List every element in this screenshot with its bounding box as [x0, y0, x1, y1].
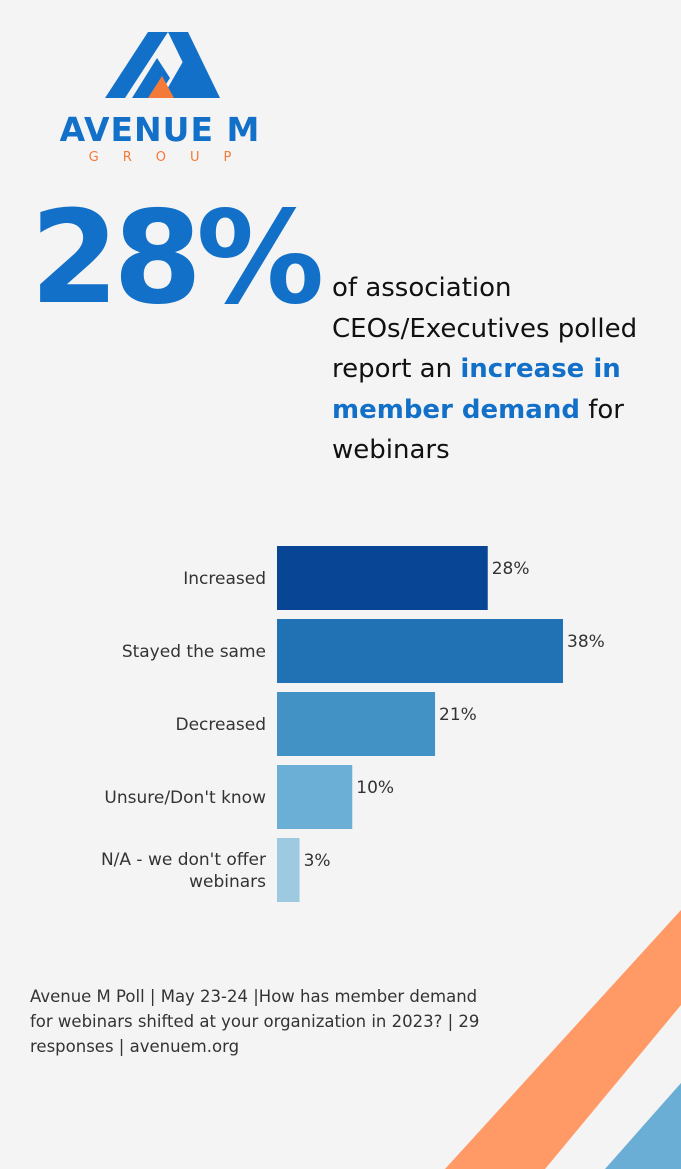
- headline-stat: 28%: [30, 184, 324, 333]
- data-label: 21%: [439, 705, 477, 725]
- category-label: Unsure/Don't know: [104, 788, 266, 808]
- source-footnote: Avenue M Poll | May 23-24 |How has membe…: [30, 987, 480, 1056]
- bar-1: [277, 619, 563, 683]
- category-label: N/A - we don't offer webinars: [101, 850, 266, 892]
- data-label: 28%: [492, 559, 530, 579]
- headline-text-after: for webinars: [332, 394, 624, 466]
- logo-name: AVENUE M: [59, 110, 261, 149]
- data-label: 38%: [567, 632, 605, 652]
- headline-text: of association CEOs/Executives polled re…: [332, 268, 667, 471]
- orange-stripe: [445, 910, 681, 1169]
- bar-0: [277, 546, 488, 610]
- data-label: 10%: [356, 778, 394, 798]
- bar-4: [277, 838, 300, 902]
- avenue-m-logo: AVENUE M GROUP: [50, 28, 270, 168]
- data-label: 3%: [304, 851, 331, 871]
- category-label: Decreased: [176, 715, 267, 735]
- logo-mountain-icon: [105, 32, 220, 98]
- category-label: Stayed the same: [122, 642, 266, 662]
- bar-3: [277, 765, 353, 829]
- headline-text-before: of association CEOs/Executives polled re…: [332, 273, 638, 384]
- bar-2: [277, 692, 436, 756]
- logo-subtitle: GROUP: [88, 150, 256, 165]
- blue-stripe: [605, 1083, 681, 1169]
- category-label: Increased: [183, 569, 266, 589]
- bar-chart: Increased 28% Stayed the same 38% Decreased 2…: [101, 546, 605, 902]
- headline-highlight: increase in member demand: [332, 354, 621, 425]
